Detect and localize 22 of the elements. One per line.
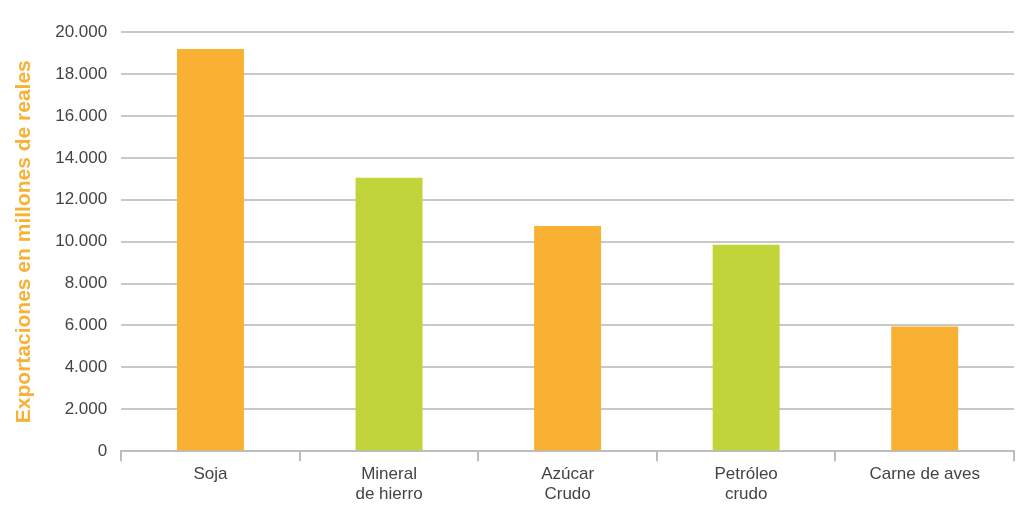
y-tick-label: 0 [97,440,108,460]
x-tick-label: Azúcar Crudo [541,464,595,504]
y-tick-label: 12.000 [55,189,108,209]
y-tick-label: 4.000 [64,357,108,377]
y-tick-label: 20.000 [55,21,108,41]
bar [534,225,602,451]
bar [355,177,423,451]
bar [177,48,244,451]
y-tick-label: 14.000 [55,147,108,167]
bar [712,244,780,451]
y-tick-label: 6.000 [64,315,108,335]
y-axis-title: Exportaciones en millones de reales [11,60,35,424]
y-tick-label: 16.000 [55,105,108,125]
x-tick-label: Soja [193,464,229,484]
bar [891,326,959,451]
y-tick-label: 8.000 [64,273,108,293]
y-tick-label: 18.000 [55,63,108,83]
x-tick-label: Petróleo crudo [714,464,778,504]
x-tick-label: Mineral de hierro [355,464,423,504]
y-tick-label: 2.000 [64,398,108,418]
y-tick-label: 10.000 [55,231,108,251]
x-tick-label: Carne de aves [869,464,981,484]
